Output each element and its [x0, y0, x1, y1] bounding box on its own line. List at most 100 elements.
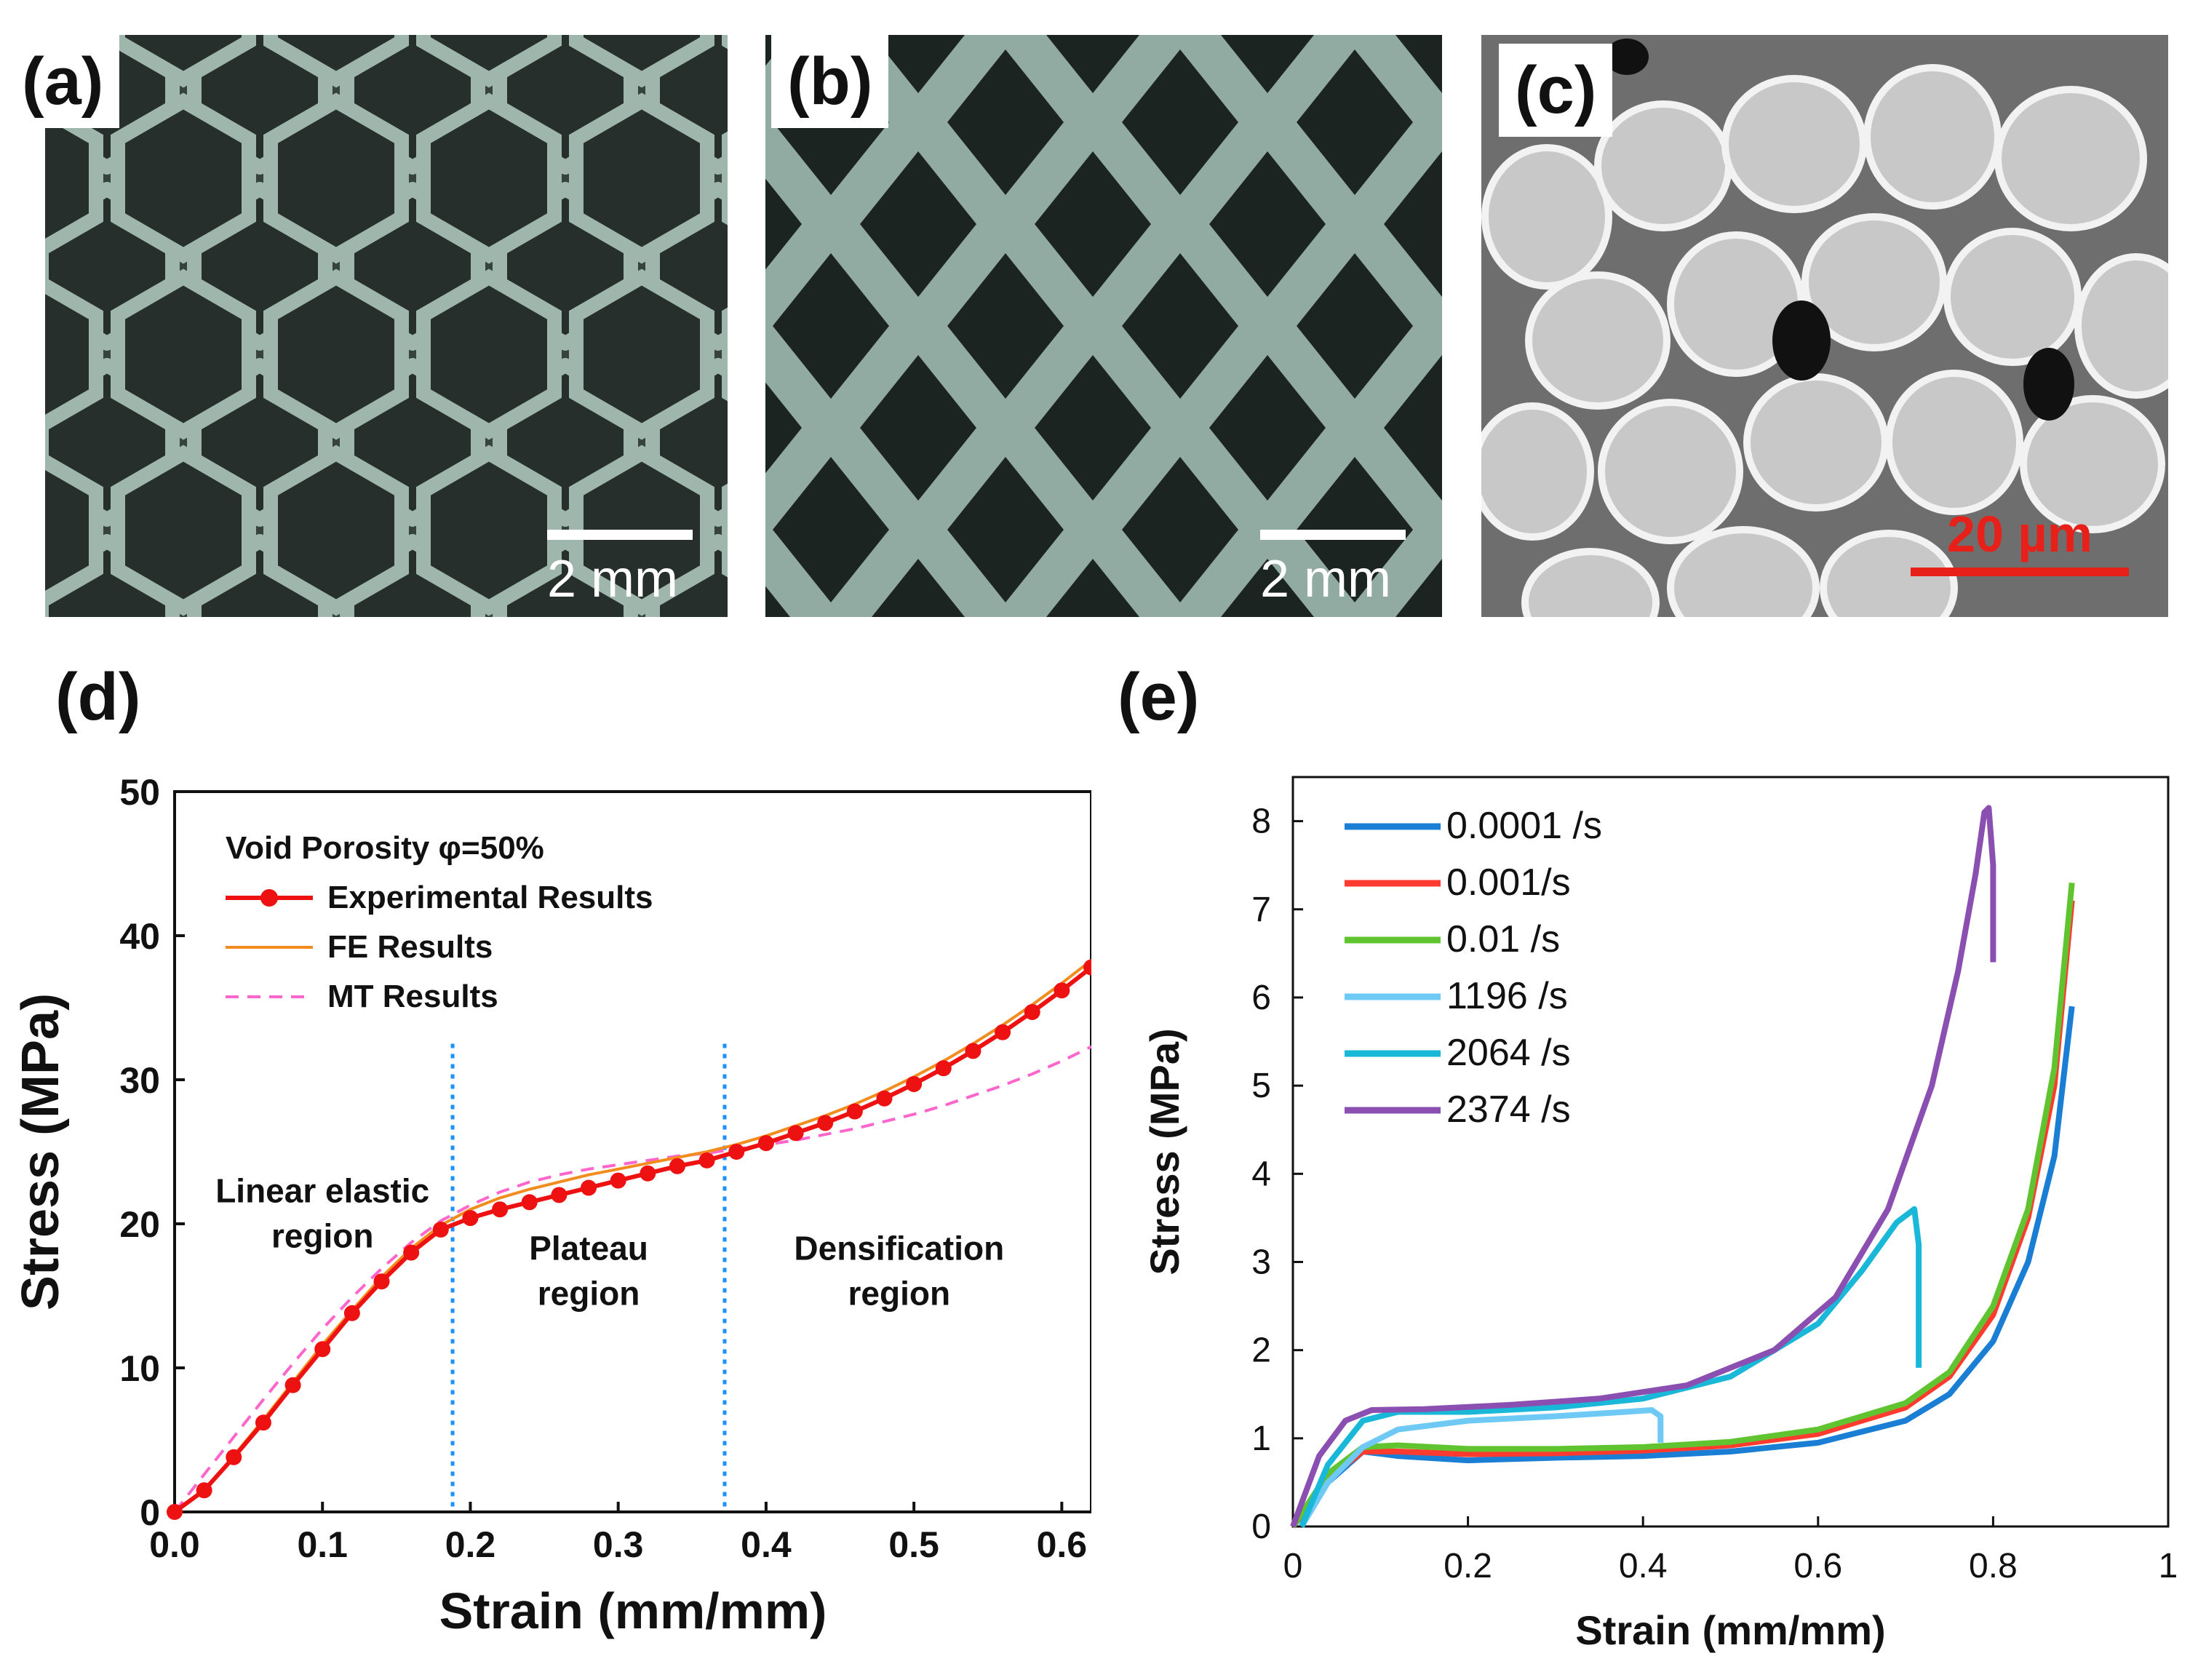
chart-d-point — [610, 1172, 626, 1189]
chart-e-series-line — [1299, 1206, 1922, 1528]
chart-d-point — [965, 1043, 981, 1059]
chart-d-point — [876, 1090, 893, 1107]
panel-a-label: (a) — [6, 35, 120, 128]
panel-c-scale-text: 20 µm — [1947, 506, 2093, 562]
chart-d-region-label: Densification region — [794, 1230, 1004, 1313]
chart-d-point — [1024, 1003, 1040, 1020]
chart-d-point — [167, 1504, 183, 1520]
chart-d-point — [432, 1221, 449, 1238]
chart-d-xtick-label: 0.2 — [445, 1524, 496, 1565]
chart-d-legend-title: Void Porosity φ=50% — [226, 830, 544, 866]
chart-d-region-label: Plateau region — [529, 1230, 648, 1313]
chart-e-frame — [1291, 776, 2170, 1528]
chart-e-legend-label: 0.01 /s — [1446, 918, 1560, 960]
chart-d-xtick-label: 0.5 — [888, 1524, 939, 1565]
chart-e-xtick-label: 0 — [1283, 1547, 1303, 1585]
chart-d: 0.0 0.1 0.2 0.3 0.4 0.5 0.6 0 10 20 30 40 50 Strain (… — [12, 772, 1091, 1639]
chart-e-ytick-label: 1 — [1251, 1420, 1271, 1458]
panel-a-scale-text: 2 mm — [547, 550, 678, 608]
chart-d-legend-experimental-label: Experimental Results — [327, 880, 653, 915]
chart-d-point — [698, 1152, 715, 1169]
chart-d-point — [906, 1075, 923, 1092]
chart-e-series-line — [1290, 900, 2075, 1529]
chart-d-xtick-label: 0.0 — [149, 1524, 200, 1565]
chart-e-ytick-label: 2 — [1251, 1331, 1271, 1370]
chart-d-region-line2: region — [538, 1275, 640, 1313]
chart-d-series-mt — [173, 1045, 1091, 1513]
chart-e-ytick-label: 5 — [1251, 1067, 1271, 1105]
chart-d-point — [343, 1305, 360, 1321]
chart-d-xtick-label: 0.1 — [297, 1524, 348, 1565]
chart-d-region-line1: Plateau — [529, 1230, 648, 1267]
chart-e-legend-label: 0.001/s — [1446, 861, 1571, 904]
chart-d-point — [757, 1135, 774, 1152]
chart-e-series-line — [1299, 1407, 1664, 1529]
chart-e-xlabel: Strain (mm/mm) — [1575, 1607, 1885, 1653]
chart-d-legend-fe-label: FE Results — [327, 929, 493, 965]
chart-d-point — [995, 1024, 1011, 1040]
chart-e-xtick-label: 0.6 — [1793, 1547, 1842, 1585]
chart-e-legend-label: 2064 /s — [1446, 1032, 1571, 1074]
chart-e-series-line — [1290, 805, 1996, 1528]
chart-d-point — [817, 1115, 834, 1131]
chart-d-region-label: Linear elastic region — [215, 1171, 429, 1254]
chart-d-ytick-label: 20 — [119, 1204, 160, 1245]
chart-e-xtick-label: 0.8 — [1969, 1547, 2018, 1585]
chart-d-point — [226, 1449, 242, 1465]
chart-d-frame — [173, 790, 1091, 1513]
chart-e-xtick-label: 0.2 — [1444, 1547, 1492, 1585]
panel-c-label: (c) — [1499, 44, 1613, 137]
panel-e-label: (e) — [1118, 660, 1200, 734]
chart-d-legend-mt-label: MT Results — [327, 979, 498, 1014]
chart-e-series-line — [1290, 883, 2075, 1529]
chart-d-point — [255, 1414, 271, 1431]
chart-e-legend-label: 1196 /s — [1446, 975, 1568, 1017]
panel-a-image: 2 mm — [45, 35, 728, 617]
chart-d-point — [1054, 982, 1070, 999]
chart-d-ytick-label: 40 — [119, 916, 160, 957]
chart-d-point — [551, 1187, 568, 1203]
chart-d-region-line2: region — [848, 1275, 951, 1313]
chart-e-ytick-label: 4 — [1251, 1155, 1271, 1193]
chart-e-xtick-label: 0.4 — [1619, 1547, 1668, 1585]
chart-d-point — [196, 1482, 212, 1499]
chart-e-ytick-label: 8 — [1251, 803, 1271, 841]
chart-d-ylabel: Stress (MPa) — [12, 993, 70, 1310]
chart-e-ytick-label: 3 — [1251, 1243, 1271, 1281]
chart-e-ytick-label: 0 — [1251, 1508, 1271, 1546]
chart-d-region-line1: Densification — [794, 1230, 1004, 1267]
chart-e-ylabel: Stress (MPa) — [1142, 1028, 1187, 1275]
chart-d-point — [669, 1158, 685, 1174]
chart-d-legend-marker — [260, 889, 278, 907]
chart-e-xtick-label: 1 — [2159, 1547, 2178, 1585]
chart-d-point — [1083, 959, 1091, 976]
chart-d-point — [314, 1341, 331, 1358]
chart-d-point — [581, 1179, 597, 1196]
chart-d-ytick-label: 50 — [119, 772, 160, 813]
panel-b-scale-text: 2 mm — [1260, 550, 1391, 608]
chart-e-legend-label: 0.0001 /s — [1446, 805, 1602, 847]
chart-d-ytick-label: 30 — [119, 1060, 160, 1101]
chart-d-point — [492, 1201, 509, 1218]
chart-d-xtick-label: 0.6 — [1037, 1524, 1088, 1565]
chart-d-point — [403, 1244, 420, 1261]
panel-b-image: 2 mm — [765, 35, 1442, 617]
chart-d-point — [521, 1194, 538, 1211]
chart-e-legend-label: 2374 /s — [1446, 1088, 1571, 1131]
chart-d-point — [284, 1377, 301, 1393]
chart-d-point — [462, 1210, 479, 1227]
chart-d-point — [846, 1103, 863, 1120]
chart-d-xtick-label: 0.3 — [593, 1524, 644, 1565]
chart-d-ytick-label: 10 — [119, 1348, 160, 1389]
chart-e-ytick-label: 6 — [1251, 979, 1271, 1017]
chart-e: 0 0.2 0.4 0.6 0.8 1 0 1 2 3 4 5 6 7 8 Strain (mm/mm) Str… — [1142, 776, 2178, 1653]
chart-d-point — [640, 1165, 656, 1182]
chart-d-xlabel: Strain (mm/mm) — [439, 1583, 827, 1639]
panel-b-label: (b) — [771, 35, 889, 128]
chart-d-region-line1: Linear elastic — [215, 1171, 429, 1209]
chart-e-ytick-label: 7 — [1251, 891, 1271, 929]
chart-d-point — [728, 1144, 745, 1160]
chart-d-point — [787, 1125, 804, 1142]
chart-d-xtick-label: 0.4 — [741, 1524, 792, 1565]
chart-d-point — [935, 1060, 952, 1077]
